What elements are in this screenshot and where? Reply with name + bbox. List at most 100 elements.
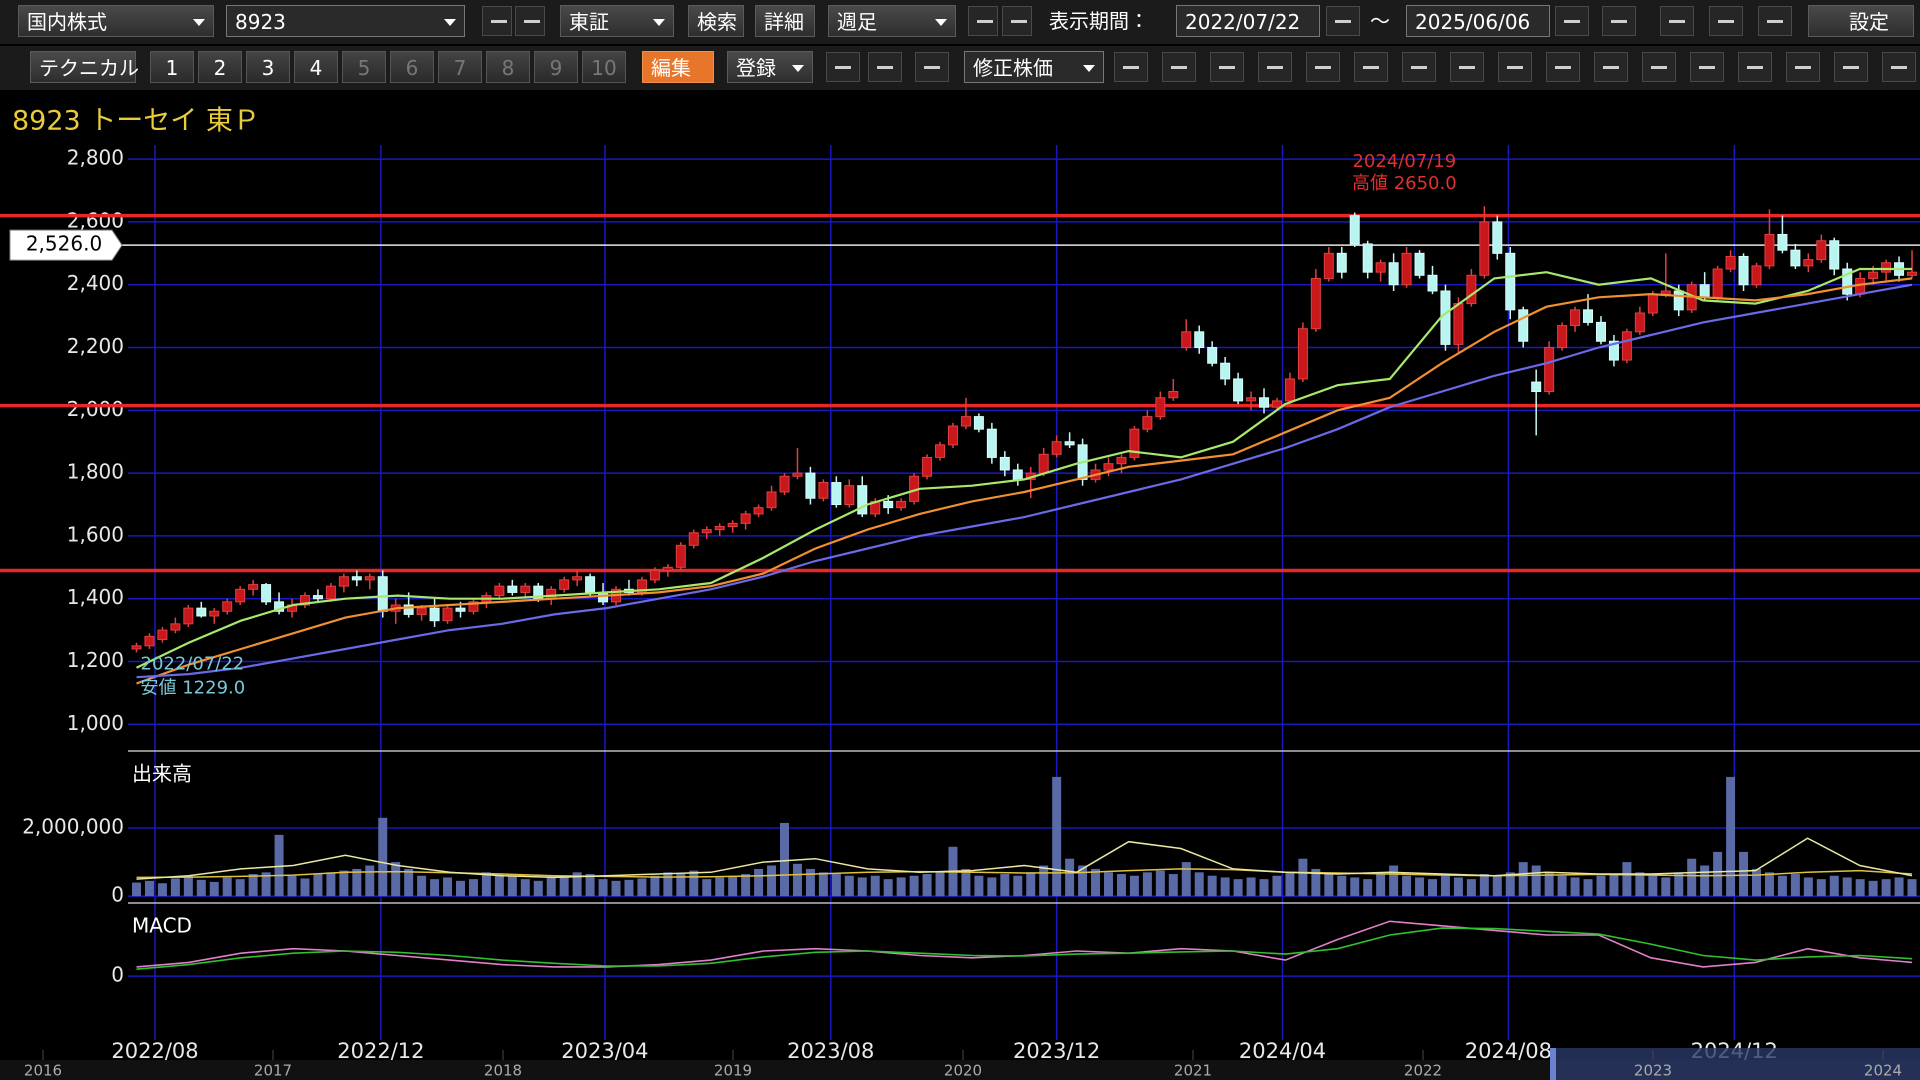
settings-button[interactable]: 設定	[1808, 5, 1914, 37]
calendar-start[interactable]	[1326, 6, 1360, 36]
volume-bar	[1881, 879, 1891, 897]
candle-body	[1207, 347, 1218, 364]
template-tab[interactable]: 9	[534, 51, 578, 83]
chart-icon[interactable]	[1660, 6, 1694, 36]
draw-tool[interactable]	[1690, 52, 1724, 82]
template-tab[interactable]: 4	[294, 51, 338, 83]
draw-tool[interactable]	[1210, 52, 1244, 82]
draw-tool[interactable]	[1306, 52, 1340, 82]
volume-bar	[1855, 879, 1865, 897]
draw-tool[interactable]	[1402, 52, 1436, 82]
next-period[interactable]	[1002, 6, 1032, 36]
market-select[interactable]: 国内株式	[18, 5, 214, 37]
code-input[interactable]: 8923	[226, 5, 465, 37]
start-date[interactable]: 2022/07/22	[1176, 5, 1320, 37]
candle-body	[753, 507, 764, 515]
candle-body	[1259, 397, 1270, 408]
volume-bar	[572, 872, 582, 897]
series-line	[136, 283, 1913, 679]
x-tick-label: 2023/04	[561, 1039, 648, 1063]
next-button[interactable]	[515, 6, 545, 36]
candle-body	[1051, 441, 1062, 455]
series-line	[136, 927, 1913, 970]
draw-tool[interactable]	[1834, 52, 1868, 82]
period-type-text: 週足	[837, 10, 877, 34]
register-select[interactable]: 登録	[727, 51, 813, 83]
search-button[interactable]: 検索	[688, 5, 744, 37]
volume-bar	[1129, 875, 1139, 897]
crosshair[interactable]	[915, 52, 949, 82]
draw-tool[interactable]	[1546, 52, 1580, 82]
candle-body	[1634, 312, 1645, 333]
y-tick-label: 2,800	[67, 146, 124, 170]
calendar-end[interactable]	[1555, 6, 1589, 36]
volume-bar	[896, 877, 906, 897]
edit-button[interactable]: 編集	[642, 51, 714, 83]
template-tab[interactable]: 1	[150, 51, 194, 83]
candle-body	[520, 585, 531, 593]
candle-body	[1271, 400, 1282, 408]
candle-body	[546, 588, 557, 600]
prev-period[interactable]	[968, 6, 998, 36]
candle-body	[883, 500, 894, 509]
volume-bar	[1428, 879, 1437, 897]
candle-body	[1907, 271, 1918, 276]
candle-body	[1233, 378, 1244, 402]
draw-tool[interactable]	[1450, 52, 1484, 82]
volume-bar	[715, 877, 725, 897]
volume-bar	[456, 880, 465, 897]
end-date[interactable]: 2025/06/06	[1406, 5, 1550, 37]
period-type-select[interactable]: 週足	[828, 5, 956, 37]
template-tab[interactable]: 8	[486, 51, 530, 83]
candle-body	[157, 629, 168, 641]
detail-text: 詳細	[764, 10, 804, 34]
candle-body	[1012, 469, 1023, 480]
undo-icon[interactable]	[1602, 6, 1636, 36]
prev-button[interactable]	[482, 6, 512, 36]
volume-bar	[1479, 874, 1489, 897]
volume-bar	[922, 874, 932, 897]
volume-bar	[1635, 872, 1645, 897]
draw-tool[interactable]	[1642, 52, 1676, 82]
candle-body	[1220, 362, 1231, 380]
technical-button[interactable]: テクニカル	[30, 51, 139, 83]
detail-button[interactable]: 詳細	[755, 5, 815, 37]
template-tab[interactable]: 7	[438, 51, 482, 83]
draw-tool[interactable]	[1594, 52, 1628, 82]
draw-tool[interactable]	[1114, 52, 1148, 82]
adjusted-select[interactable]: 修正株価	[964, 51, 1104, 83]
template-tab[interactable]: 6	[390, 51, 434, 83]
zoom-in[interactable]	[826, 52, 860, 82]
volume-bar	[1544, 872, 1554, 897]
candle-body	[144, 635, 155, 647]
volume-bar	[1752, 868, 1761, 897]
draw-tool[interactable]	[1882, 52, 1916, 82]
zoom-out[interactable]	[868, 52, 902, 82]
template-tab[interactable]: 3	[246, 51, 290, 83]
print-icon[interactable]	[1709, 6, 1743, 36]
candle-body	[183, 607, 194, 625]
draw-tool[interactable]	[1498, 52, 1532, 82]
draw-tool[interactable]	[1786, 52, 1820, 82]
draw-tool[interactable]	[1162, 52, 1196, 82]
template-tab[interactable]: 5	[342, 51, 386, 83]
volume-bar	[805, 868, 815, 897]
candle-body	[740, 513, 751, 524]
draw-tool[interactable]	[1738, 52, 1772, 82]
exchange-select[interactable]: 東証	[560, 5, 674, 37]
template-tab[interactable]: 10	[582, 51, 626, 83]
volume-bar	[1713, 851, 1723, 897]
series-line	[136, 837, 1913, 880]
candle-body	[338, 576, 349, 587]
volume-bar	[170, 878, 180, 897]
candle-body	[999, 456, 1010, 471]
volume-bar	[1842, 877, 1852, 897]
volume-bar	[1596, 875, 1606, 897]
candle-body	[792, 472, 803, 477]
toolbar-bottom: テクニカル 編集 登録 修正株価 1 2 3 4 5 6 7 8 9 10	[0, 46, 1920, 90]
draw-tool[interactable]	[1258, 52, 1292, 82]
template-tab[interactable]: 2	[198, 51, 242, 83]
draw-tool[interactable]	[1354, 52, 1388, 82]
navigator-label: 2016	[24, 1062, 62, 1080]
export-icon[interactable]	[1758, 6, 1792, 36]
